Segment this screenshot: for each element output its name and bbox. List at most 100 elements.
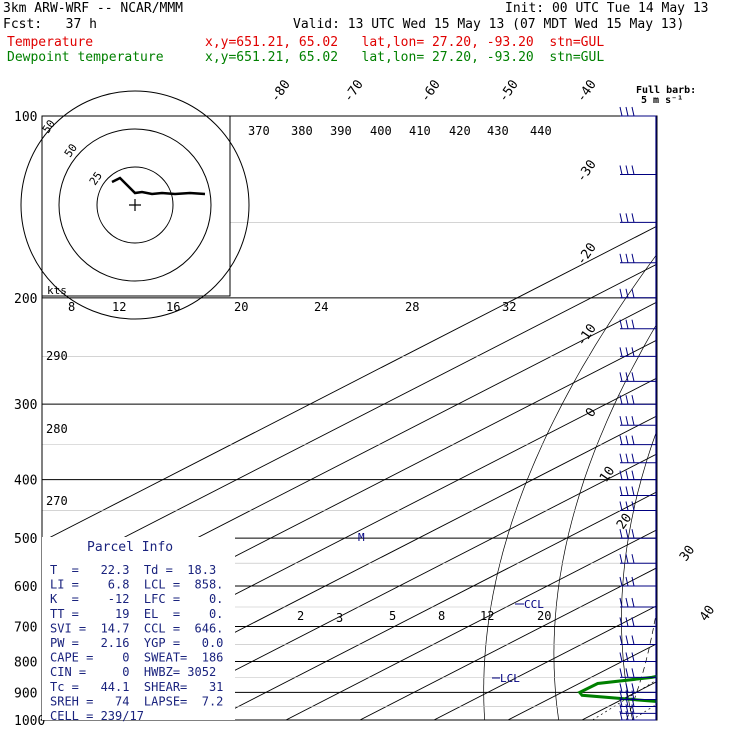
isotherm-line (433, 605, 657, 720)
ccl-marker: CCL (524, 598, 544, 611)
isotherm-label--50: -50 (496, 77, 522, 105)
isotherm-line (42, 225, 657, 543)
theta-label-430: 430 (487, 124, 509, 138)
parcel-info-row: SREH = 74 LAPSE= 7.2 (50, 694, 223, 708)
pressure-label-100: 100 (14, 110, 37, 125)
hodograph-ring (58, 128, 212, 282)
parcel-info-title: Parcel Info (87, 540, 173, 555)
theta-label-440: 440 (530, 124, 552, 138)
mixing-ratio-label-2: 2 (297, 609, 304, 623)
dry-adiabat (553, 322, 657, 720)
theta-label-280: 280 (46, 422, 68, 436)
parcel-info-row: K = -12 LFC = 0. (50, 592, 223, 606)
hodograph-trace (111, 176, 206, 196)
pressure-label-200: 200 (14, 292, 37, 307)
mixing-ratio-line (684, 586, 740, 720)
isotherm-label-30: 30 (677, 543, 698, 564)
pressure-label-700: 700 (14, 620, 37, 635)
parcel-info-row: PW = 2.16 YGP = 0.0 (50, 636, 223, 650)
mixing-ratio-label-12: 12 (480, 609, 494, 623)
mixing-ratio-line (734, 586, 740, 720)
isotherm-line (730, 116, 740, 720)
temperature-legend: Temperature (7, 35, 94, 50)
pressure-label-400: 400 (14, 474, 37, 489)
isotherm-label-0: 0 (583, 405, 600, 420)
hodograph-scale-label: 16 (166, 300, 180, 314)
hodograph-unit: kts (47, 284, 67, 297)
theta-label-410: 410 (409, 124, 431, 138)
barb-legend-unit: 5 m s⁻¹ (641, 95, 683, 106)
isotherm-label--40: -40 (574, 77, 600, 105)
isotherm-label--20: -20 (574, 240, 600, 268)
wind-barb (619, 253, 656, 264)
hodograph-scale-label: 24 (314, 300, 328, 314)
hodograph-ring-label: 50 (62, 141, 80, 159)
init-time: Init: 00 UTC Tue 14 May 13 (505, 1, 709, 16)
parcel-info-panel: Parcel Info T = 22.3 Td = 18.3LI = 6.8 L… (42, 537, 235, 723)
wind-barb (619, 372, 656, 382)
isotherm-label-10: 10 (597, 464, 618, 485)
hodograph-ring-label: 25 (87, 169, 105, 187)
lcl-marker: LCL (500, 672, 520, 685)
wind-barb (619, 106, 656, 117)
hodograph-scale-label: 20 (234, 300, 248, 314)
wind-barb (619, 554, 656, 564)
isotherm-label--70: -70 (341, 77, 367, 105)
model-title: 3km ARW-WRF -- NCAR/MMM (3, 1, 184, 16)
parcel-info-row: TT = 19 EL = 0. (50, 607, 223, 621)
wind-barb (619, 416, 656, 426)
m-marker: M (358, 531, 365, 544)
wind-barb (619, 288, 656, 299)
barb-legend-title: Full barb: (636, 85, 696, 96)
wind-barb (619, 704, 656, 714)
parcel-info-row: CIN = 0 HWBZ= 3052 (50, 665, 216, 679)
theta-label-380: 380 (291, 124, 313, 138)
isotherm-line (137, 453, 657, 720)
theta-label-420: 420 (449, 124, 471, 138)
isotherm-line (42, 301, 657, 618)
moist-adiabat (715, 298, 740, 720)
hodograph-frame (41, 115, 231, 297)
wind-barb (619, 668, 656, 678)
wind-barb (619, 697, 656, 707)
wind-barb (619, 683, 656, 693)
hodograph-scale-label: 28 (405, 300, 419, 314)
plot-frame (41, 115, 658, 721)
mixing-ratio-label-5: 5 (389, 609, 396, 623)
pressure-label-500: 500 (14, 532, 37, 547)
hodograph-ring-label: 50 (40, 117, 58, 135)
hodograph-scale-label: 8 (68, 300, 75, 314)
hodograph-origin (129, 199, 141, 211)
isotherm-line (507, 643, 657, 720)
wind-barb (619, 576, 656, 587)
wind-barb (619, 319, 656, 330)
wind-barb (619, 501, 656, 511)
hodograph-ring (96, 166, 174, 244)
pressure-label-600: 600 (14, 580, 37, 595)
isotherm-line (63, 415, 657, 720)
dewpoint-legend: Dewpoint temperature (7, 50, 164, 65)
dry-adiabat (687, 116, 740, 720)
isotherm-line (581, 681, 657, 720)
theta-label-400: 400 (370, 124, 392, 138)
wind-barb (619, 529, 656, 539)
parcel-info-row: Tc = 44.1 SHEAR= 31 (50, 680, 223, 694)
parcel-info-row: LI = 6.8 LCL = 858. (50, 578, 223, 592)
dewpoint-profile (577, 674, 657, 704)
pressure-label-300: 300 (14, 398, 37, 413)
pressure-label-900: 900 (14, 686, 37, 701)
pressure-label-800: 800 (14, 655, 37, 670)
hodograph-ring (20, 90, 250, 320)
mixing-ratio-label-3: 3 (336, 611, 343, 625)
temperature-location: x,y=651.21, 65.02 lat,lon= 27.20, -93.20… (205, 35, 605, 50)
isotherm-label-20: 20 (614, 511, 635, 532)
parcel-info-row: CAPE = 0 SWEAT= 186 (50, 651, 223, 665)
parcel-info-row: SVI = 14.7 CCL = 646. (50, 621, 223, 635)
valid-time: Valid: 13 UTC Wed 15 May 13 (07 MDT Wed … (293, 17, 685, 32)
wind-barb (619, 435, 656, 446)
isotherm-line (359, 567, 657, 720)
hodograph-scale-label: 12 (112, 300, 126, 314)
isotherm-line (211, 491, 657, 720)
wind-barb (619, 652, 656, 662)
theta-label-370: 370 (248, 124, 270, 138)
